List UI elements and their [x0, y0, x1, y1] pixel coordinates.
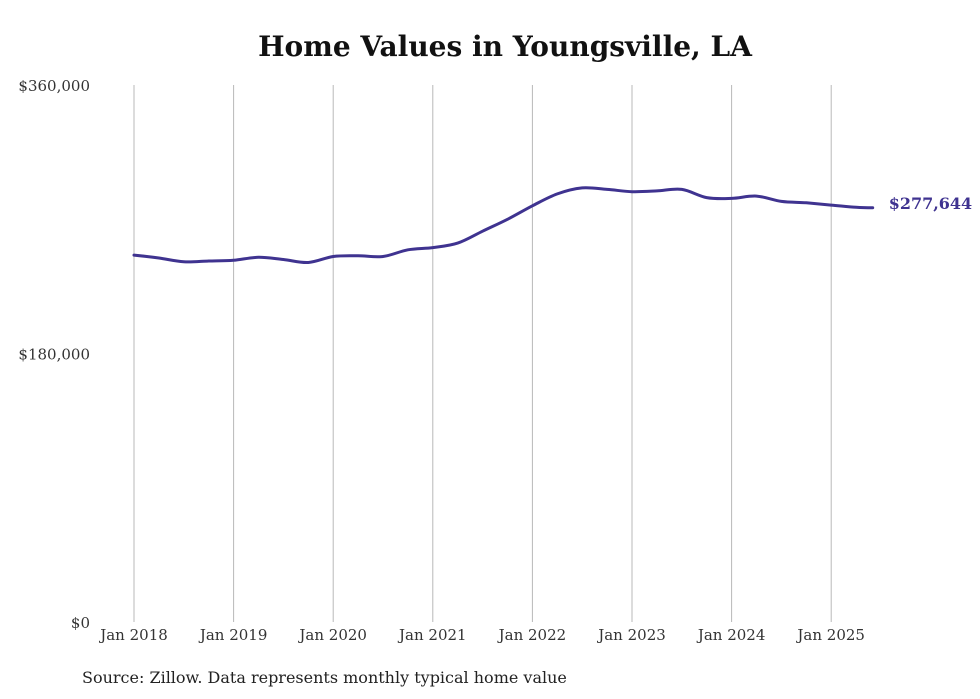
x-tick-label: Jan 2021: [397, 626, 467, 644]
x-tick-label: Jan 2018: [98, 626, 168, 644]
series-line: [132, 186, 875, 265]
y-tick-label: $360,000: [18, 77, 90, 95]
y-tick-label: $180,000: [18, 346, 90, 364]
x-tick-label: Jan 2023: [596, 626, 666, 644]
x-tick-label: Jan 2019: [198, 626, 268, 644]
source-note: Source: Zillow. Data represents monthly …: [82, 668, 567, 687]
end-value-label: $277,644: [889, 194, 973, 213]
x-tick-label: Jan 2022: [497, 626, 567, 644]
y-tick-label: $0: [71, 614, 90, 632]
x-tick-label: Jan 2020: [297, 626, 367, 644]
x-tick-label: Jan 2025: [795, 626, 865, 644]
x-tick-label: Jan 2024: [696, 626, 766, 644]
chart-title: Home Values in Youngsville, LA: [258, 30, 752, 63]
